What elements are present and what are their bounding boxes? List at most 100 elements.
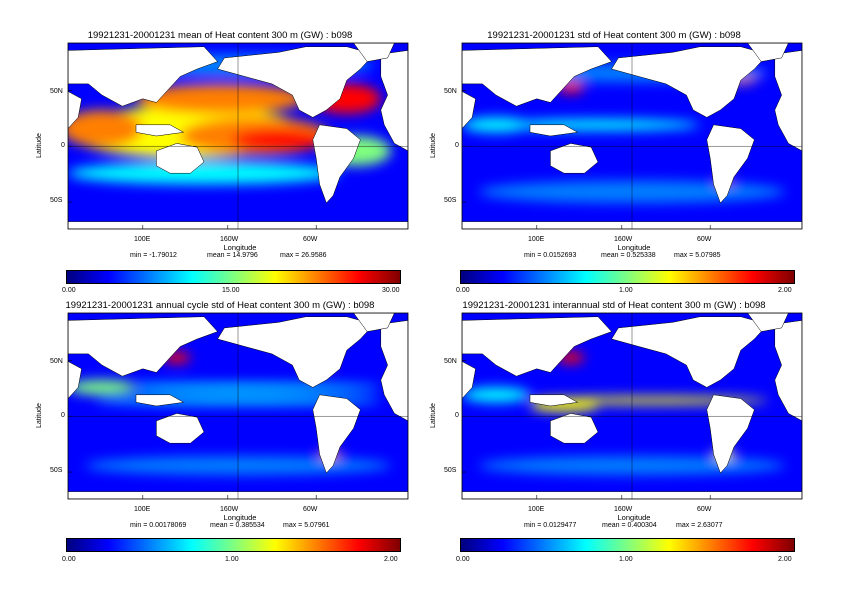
lon-tick: 160W bbox=[220, 506, 239, 513]
map-panel-mean: 19921231-20001231 mean of Heat content 3… bbox=[20, 0, 420, 294]
lat-tick: 0 bbox=[61, 142, 65, 149]
x-axis-label: Longitude bbox=[617, 243, 651, 252]
lon-tick: 100E bbox=[528, 506, 545, 513]
lat-tick: 50N bbox=[50, 88, 63, 95]
field-anomaly bbox=[68, 379, 136, 395]
lon-tick: 160W bbox=[614, 506, 633, 513]
field-anomaly bbox=[68, 109, 143, 148]
lat-tick: 50S bbox=[50, 197, 63, 204]
land-eurasia bbox=[462, 316, 613, 377]
lon-tick: 100E bbox=[134, 506, 151, 513]
land-europe-africa bbox=[380, 320, 408, 422]
ocean-field bbox=[462, 313, 802, 499]
panel-title: 19921231-20001231 mean of Heat content 3… bbox=[87, 30, 353, 41]
land-eurasia bbox=[68, 46, 219, 107]
land-africa-east bbox=[68, 361, 82, 399]
land-indonesia bbox=[529, 394, 579, 407]
stat-min: min = 0.00178069 bbox=[130, 522, 187, 529]
y-axis-label: Latitude bbox=[430, 403, 437, 428]
stat-max: max = 5.07985 bbox=[674, 252, 721, 259]
lat-tick: 0 bbox=[455, 412, 459, 419]
lat-tick: 50S bbox=[444, 197, 457, 204]
lat-tick: 50N bbox=[50, 358, 63, 365]
land-greenland bbox=[353, 43, 395, 62]
field-anomaly bbox=[136, 83, 306, 114]
land-south-america bbox=[706, 394, 755, 474]
field-anomaly bbox=[462, 387, 530, 403]
colorbar bbox=[66, 538, 401, 552]
land-africa-east bbox=[462, 91, 476, 129]
land-greenland bbox=[747, 43, 789, 62]
panel-title: 19921231-20001231 interannual std of Hea… bbox=[462, 300, 766, 311]
lon-tick: 60W bbox=[303, 506, 318, 513]
stat-max: max = 26.9586 bbox=[280, 252, 327, 259]
land-south-america bbox=[312, 394, 361, 474]
colorbar bbox=[66, 270, 401, 284]
map-frame bbox=[461, 312, 803, 500]
land-south-america bbox=[312, 124, 361, 204]
colorbar-tick-mid: 1.00 bbox=[225, 556, 239, 563]
lat-tick: 50S bbox=[444, 467, 457, 474]
field-anomaly bbox=[68, 162, 340, 185]
stat-max: max = 5.07961 bbox=[283, 522, 330, 529]
land-australia bbox=[550, 143, 599, 174]
map-plot bbox=[67, 42, 409, 230]
land-south-america bbox=[706, 124, 755, 204]
land-europe-africa bbox=[774, 320, 802, 422]
x-axis-label: Longitude bbox=[223, 243, 257, 252]
map-frame bbox=[461, 42, 803, 230]
map-frame bbox=[67, 312, 409, 500]
stat-mean: mean = 0.400304 bbox=[602, 522, 657, 529]
map-plot bbox=[461, 42, 803, 230]
land-eurasia bbox=[68, 316, 219, 377]
land-greenland bbox=[353, 313, 395, 332]
colorbar-tick-mid: 1.00 bbox=[619, 287, 633, 294]
land-europe-africa bbox=[774, 50, 802, 152]
stat-mean: mean = 0.385534 bbox=[210, 522, 265, 529]
map-frame bbox=[67, 42, 409, 230]
stat-min: min = 0.0129477 bbox=[524, 522, 577, 529]
land-indonesia bbox=[135, 394, 185, 407]
lat-tick: 0 bbox=[61, 412, 65, 419]
land-europe-africa bbox=[380, 50, 408, 152]
y-axis-label: Latitude bbox=[36, 133, 43, 158]
stat-min: min = -1.79012 bbox=[130, 252, 177, 259]
lon-tick: 60W bbox=[697, 506, 712, 513]
field-anomaly bbox=[530, 396, 768, 405]
field-anomaly bbox=[462, 117, 530, 133]
land-eurasia bbox=[462, 46, 613, 107]
land-indonesia bbox=[529, 124, 579, 137]
map-panel-annual-cycle-std: 19921231-20001231 annual cycle std of He… bbox=[20, 270, 420, 563]
map-panel-std: 19921231-20001231 std of Heat content 30… bbox=[414, 0, 814, 294]
ocean-field bbox=[462, 43, 802, 229]
colorbar-tick-min: 0.00 bbox=[456, 556, 470, 563]
lat-tick: 0 bbox=[455, 142, 459, 149]
map-plot bbox=[67, 312, 409, 500]
stat-min: min = 0.0152693 bbox=[524, 252, 577, 259]
colorbar bbox=[460, 538, 795, 552]
x-axis-label: Longitude bbox=[617, 513, 651, 522]
lon-tick: 100E bbox=[528, 236, 545, 243]
x-axis-label: Longitude bbox=[223, 513, 257, 522]
colorbar-tick-max: 30.00 bbox=[382, 287, 400, 294]
lat-tick: 50N bbox=[444, 88, 457, 95]
colorbar-tick-min: 0.00 bbox=[456, 287, 470, 294]
y-axis-label: Latitude bbox=[36, 403, 43, 428]
colorbar-tick-min: 0.00 bbox=[62, 556, 76, 563]
land-greenland bbox=[747, 313, 789, 332]
land-australia bbox=[156, 413, 205, 444]
land-indonesia bbox=[135, 124, 185, 137]
stat-max: max = 2.63077 bbox=[676, 522, 723, 529]
lat-tick: 50N bbox=[444, 358, 457, 365]
lon-tick: 160W bbox=[614, 236, 633, 243]
lon-tick: 160W bbox=[220, 236, 239, 243]
lon-tick: 60W bbox=[697, 236, 712, 243]
panel-title: 19921231-20001231 annual cycle std of He… bbox=[65, 300, 375, 311]
lon-tick: 60W bbox=[303, 236, 318, 243]
land-africa-east bbox=[68, 91, 82, 129]
colorbar-tick-mid: 1.00 bbox=[619, 556, 633, 563]
panel-title: 19921231-20001231 std of Heat content 30… bbox=[487, 30, 741, 41]
ocean-field bbox=[68, 313, 408, 499]
map-plot bbox=[461, 312, 803, 500]
colorbar-tick-min: 0.00 bbox=[62, 287, 76, 294]
